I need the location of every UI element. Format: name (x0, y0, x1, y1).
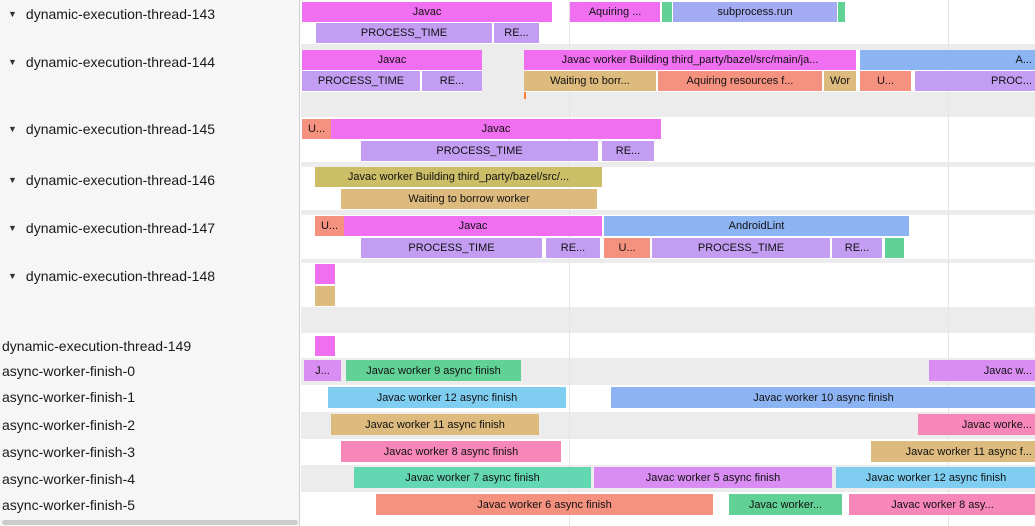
trace-slice[interactable]: Javac worker 10 async finish (611, 387, 1035, 408)
trace-slice[interactable] (885, 238, 904, 258)
track-label[interactable]: ▼ dynamic-execution-thread-145 (0, 118, 300, 140)
track-label[interactable]: ▼ dynamic-execution-thread-146 (0, 169, 300, 191)
track-label[interactable]: async-worker-finish-2 (0, 414, 300, 436)
trace-slice[interactable]: Javac worker 9 async finish (346, 360, 521, 381)
trace-slice[interactable]: Javac worker Building third_party/bazel/… (524, 50, 856, 70)
trace-slice[interactable]: Javac worker 11 async f... (871, 441, 1035, 462)
track-label-text: dynamic-execution-thread-145 (25, 121, 216, 137)
track-label[interactable]: ▼ dynamic-execution-thread-143 (0, 3, 300, 25)
track-label-text: dynamic-execution-thread-149 (2, 338, 192, 354)
track-label-text: async-worker-finish-2 (2, 417, 136, 433)
trace-slice[interactable]: RE... (546, 238, 600, 258)
sidebar: ▼ dynamic-execution-thread-143 ▼ dynamic-ex… (0, 0, 300, 526)
trace-slice[interactable]: RE... (602, 141, 654, 161)
trace-slice[interactable]: Javac worker Building third_party/bazel/… (315, 167, 602, 187)
trace-slice[interactable] (315, 286, 335, 306)
timeline[interactable]: Javac Aquiring ... subprocess.run PROCESS_T… (301, 0, 1035, 526)
trace-slice[interactable]: Javac worker 5 async finish (594, 467, 832, 488)
row-stripe (301, 259, 1035, 263)
track-label-text: dynamic-execution-thread-144 (25, 54, 216, 70)
trace-slice[interactable] (662, 2, 672, 22)
collapse-arrow-icon[interactable]: ▼ (8, 124, 17, 134)
trace-slice[interactable]: U... (860, 71, 911, 91)
trace-slice[interactable]: Javac worker 11 async finish (331, 414, 539, 435)
track-label[interactable]: async-worker-finish-3 (0, 441, 300, 463)
trace-slice[interactable]: Javac worke... (918, 414, 1035, 435)
track-label-text: dynamic-execution-thread-147 (25, 220, 216, 236)
trace-slice[interactable]: Javac worker 8 asy... (849, 494, 1035, 515)
trace-slice[interactable]: U... (302, 119, 331, 139)
trace-slice[interactable]: PROCESS_TIME (316, 23, 492, 43)
collapse-arrow-icon[interactable]: ▼ (8, 9, 17, 19)
trace-slice[interactable] (315, 264, 335, 284)
collapse-arrow-icon[interactable]: ▼ (8, 57, 17, 67)
trace-slice[interactable]: J... (304, 360, 341, 381)
trace-slice[interactable]: Javac worker... (729, 494, 842, 515)
trace-slice[interactable]: Javac worker 8 async finish (341, 441, 561, 462)
collapse-arrow-icon[interactable]: ▼ (8, 175, 17, 185)
trace-slice[interactable]: Javac (302, 50, 482, 70)
trace-slice[interactable]: PROCESS_TIME (652, 238, 830, 258)
trace-slice[interactable]: Javac worker 7 async finish (354, 467, 591, 488)
trace-slice[interactable] (838, 2, 845, 22)
trace-slice[interactable]: U... (315, 216, 344, 236)
track-label-text: dynamic-execution-thread-146 (25, 172, 216, 188)
row-stripe (301, 44, 1035, 50)
trace-slice[interactable]: Javac (302, 2, 552, 22)
trace-slice[interactable]: Javac w... (929, 360, 1035, 381)
trace-slice[interactable]: Javac (331, 119, 661, 139)
collapse-arrow-icon[interactable]: ▼ (8, 271, 17, 281)
collapse-arrow-icon[interactable]: ▼ (8, 223, 17, 233)
track-label[interactable]: ▼ dynamic-execution-thread-144 (0, 51, 300, 73)
track-label[interactable]: async-worker-finish-1 (0, 386, 300, 408)
trace-slice[interactable]: RE... (494, 23, 539, 43)
track-label[interactable]: async-worker-finish-0 (0, 360, 300, 382)
time-gridline (948, 0, 949, 526)
trace-slice[interactable]: PROC... (915, 71, 1035, 91)
trace-slice[interactable]: Javac worker 12 async finish (328, 387, 566, 408)
trace-slice[interactable]: Aquiring resources f... (658, 71, 822, 91)
flow-event-tick (524, 92, 526, 99)
trace-slice[interactable]: AndroidLint (604, 216, 909, 236)
row-stripe (301, 210, 1035, 215)
trace-slice[interactable]: subprocess.run (673, 2, 837, 22)
track-label-text: async-worker-finish-3 (2, 444, 136, 460)
trace-slice[interactable]: Javac worker 12 async finish (836, 467, 1035, 488)
trace-slice[interactable]: PROCESS_TIME (361, 238, 542, 258)
row-stripe (301, 92, 1035, 117)
track-label[interactable]: ▼ dynamic-execution-thread-148 (0, 265, 300, 287)
trace-slice[interactable]: Wor (824, 71, 856, 91)
trace-slice[interactable]: Javac worker 6 async finish (376, 494, 713, 515)
trace-slice[interactable]: Waiting to borr... (524, 71, 656, 91)
track-label-text: dynamic-execution-thread-143 (25, 6, 216, 22)
trace-slice[interactable]: A... (860, 50, 1035, 70)
horizontal-scrollbar[interactable] (2, 520, 298, 525)
track-label-text: async-worker-finish-5 (2, 497, 136, 513)
row-stripe (301, 307, 1035, 333)
trace-slice[interactable]: PROCESS_TIME (361, 141, 598, 161)
track-label[interactable]: ▼ dynamic-execution-thread-147 (0, 217, 300, 239)
track-label-text: async-worker-finish-0 (2, 363, 136, 379)
time-gridline (569, 0, 570, 526)
trace-slice[interactable] (315, 336, 335, 356)
row-stripe (301, 162, 1035, 167)
track-label[interactable]: dynamic-execution-thread-149 (0, 335, 300, 357)
track-label[interactable]: async-worker-finish-4 (0, 468, 300, 490)
track-label-text: async-worker-finish-4 (2, 471, 136, 487)
trace-slice[interactable]: PROCESS_TIME (302, 71, 420, 91)
row-stripe (482, 50, 524, 92)
track-label[interactable]: async-worker-finish-5 (0, 494, 300, 516)
trace-slice[interactable]: RE... (832, 238, 882, 258)
track-label-text: dynamic-execution-thread-148 (25, 268, 216, 284)
trace-slice[interactable]: Waiting to borrow worker (341, 189, 597, 209)
trace-slice[interactable]: U... (604, 238, 650, 258)
trace-slice[interactable]: Aquiring ... (570, 2, 660, 22)
track-label-text: async-worker-finish-1 (2, 389, 136, 405)
trace-slice[interactable]: Javac (344, 216, 602, 236)
trace-slice[interactable]: RE... (422, 71, 482, 91)
